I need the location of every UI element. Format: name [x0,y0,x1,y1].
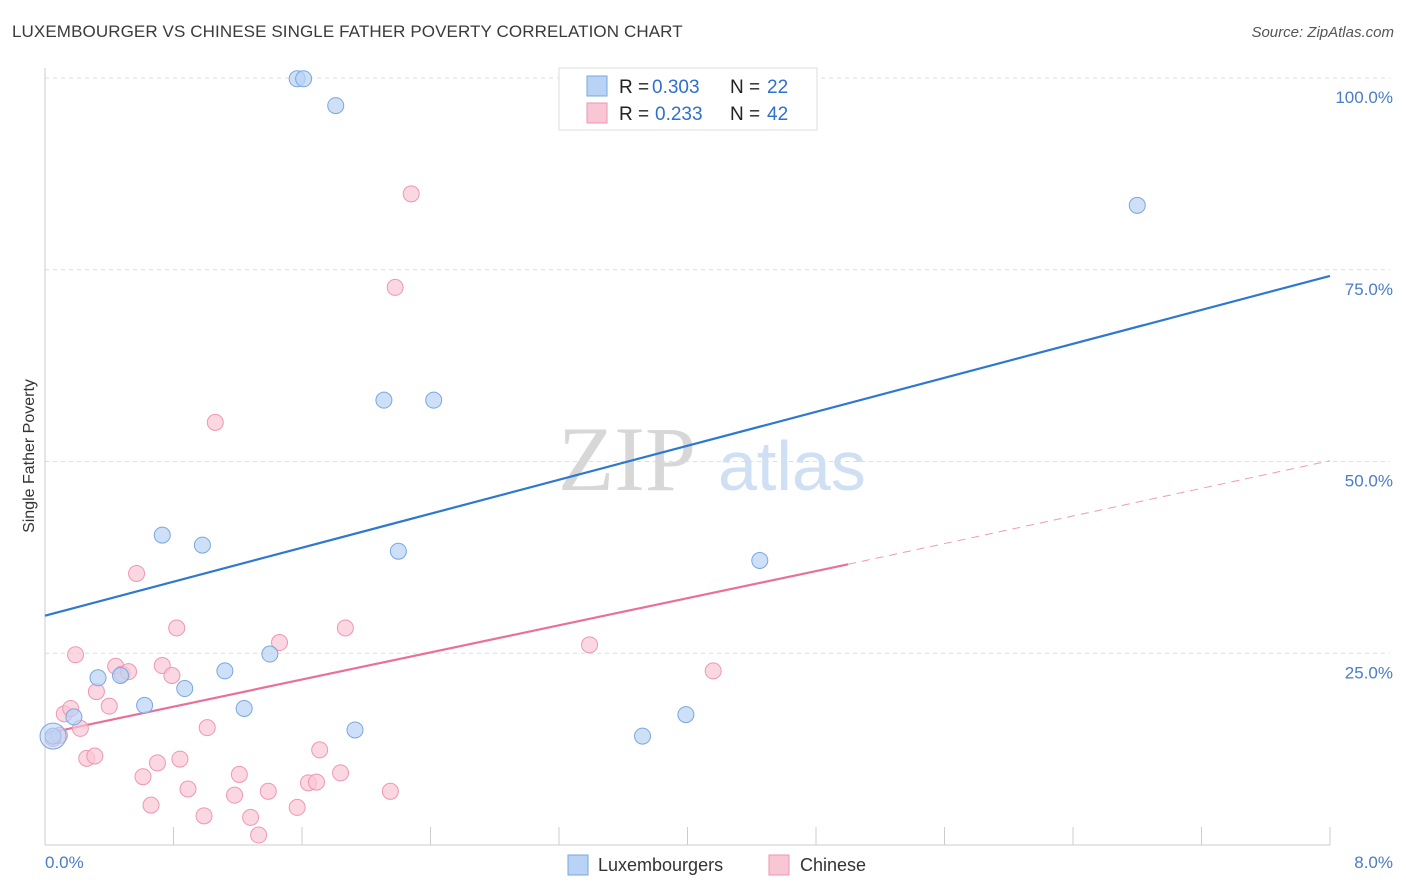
point-luxembourgers [136,696,154,714]
point-chinese [67,646,85,664]
point-luxembourgers [111,666,129,684]
point-chinese [332,764,350,782]
point-chinese [381,782,399,800]
data-points [39,70,1146,844]
point-chinese [148,754,166,772]
point-chinese [142,796,160,814]
y-tick-label: 50.0% [1345,472,1393,491]
legend-swatch-blue [586,75,608,97]
point-chinese [134,768,152,786]
point-luxembourgers [751,551,769,569]
point-chinese [179,780,197,798]
legend-r-value-2: 0.233 [655,104,703,125]
point-chinese [226,786,244,804]
y-tick-label: 25.0% [1345,663,1393,682]
trend-line-chinese [44,563,849,735]
grid-lines [45,77,1390,654]
legend-r-value-1: 0.303 [652,77,700,98]
bottom-legend-label-luxembourgers: Luxembourgers [598,855,723,875]
point-chinese [311,741,329,759]
point-chinese [171,750,189,768]
point-luxembourgers [677,706,695,724]
point-luxembourgers [425,391,443,409]
bottom-legend-label-chinese: Chinese [800,855,866,875]
point-luxembourgers [389,542,407,560]
point-luxembourgers [235,699,253,717]
point-chinese [336,619,354,637]
point-luxembourgers-cluster [39,722,67,750]
trend-lines [44,274,1331,735]
point-luxembourgers [153,526,171,544]
point-luxembourgers [375,391,393,409]
point-luxembourgers [193,536,211,554]
point-chinese [198,719,216,737]
y-tick-labels: 100.0% 75.0% 50.0% 25.0% [1335,88,1393,682]
point-chinese [163,666,181,684]
y-tick-label: 100.0% [1335,88,1393,107]
point-chinese [100,697,118,715]
point-luxembourgers [216,662,234,680]
point-chinese [259,782,277,800]
bottom-legend-swatch-luxembourgers [567,854,589,876]
legend-n-label-2: N = [730,104,760,125]
point-luxembourgers [261,645,279,663]
legend-n-label-1: N = [730,77,760,98]
x-tick-label-min: 0.0% [45,853,84,872]
x-tick-label-max: 8.0% [1354,853,1393,872]
legend-box: R = 0.303 N = 22 R = 0.233 N = 42 [558,67,818,131]
chart-source: Source: ZipAtlas.com [1251,24,1394,41]
point-chinese [581,636,599,654]
legend-swatch-pink [586,102,608,124]
point-luxembourgers [1128,196,1146,214]
point-luxembourgers [634,727,652,745]
bottom-legend-swatch-chinese [768,854,790,876]
watermark-zip: ZIP [558,408,696,510]
point-chinese [250,826,268,844]
point-chinese [206,413,224,431]
point-chinese [230,765,248,783]
point-chinese [307,773,325,791]
point-luxembourgers [295,70,313,88]
point-luxembourgers [176,680,194,698]
point-chinese [704,662,722,680]
point-luxembourgers [65,708,83,726]
x-tick-marks [44,827,1331,845]
point-chinese [86,747,104,765]
trend-line-luxembourgers [44,274,1331,617]
point-chinese [168,619,186,637]
point-chinese [242,808,260,826]
point-chinese [288,798,306,816]
legend-n-value-2: 42 [767,104,788,125]
point-luxembourgers [346,721,364,739]
point-chinese [402,185,420,203]
point-chinese [195,807,213,825]
watermark-atlas: atlas [718,427,866,505]
y-axis-label: Single Father Poverty [21,379,38,533]
chart-title: LUXEMBOURGER VS CHINESE SINGLE FATHER PO… [12,22,683,41]
legend-r-label-1: R = [619,77,649,98]
legend-n-value-1: 22 [767,77,788,98]
y-tick-label: 75.0% [1345,280,1393,299]
bottom-legend: Luxembourgers Chinese [567,854,866,876]
point-chinese [128,564,146,582]
point-chinese [386,278,404,296]
point-chinese [271,634,289,652]
point-luxembourgers [89,669,107,687]
legend-r-label-2: R = [619,104,649,125]
trend-line-chinese-extension [848,460,1331,565]
point-luxembourgers [327,97,345,115]
